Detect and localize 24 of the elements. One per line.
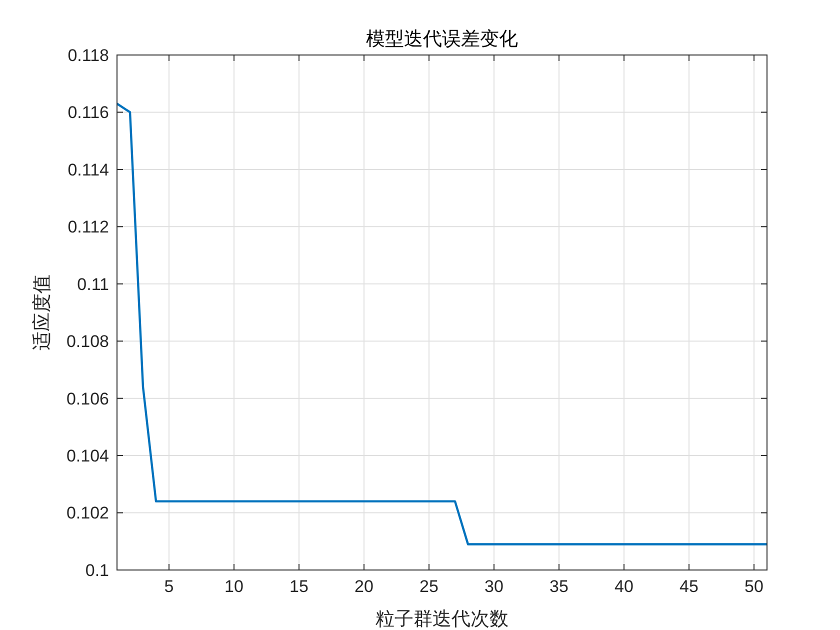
x-tick-label: 35 [550, 577, 568, 596]
x-tick-label: 20 [354, 577, 374, 596]
x-tick-label: 40 [614, 577, 634, 596]
x-tick-label: 15 [290, 577, 308, 596]
x-tick-label: 50 [744, 577, 764, 596]
y-tick-label: 0.118 [68, 46, 109, 65]
x-tick-label: 25 [420, 577, 438, 596]
y-tick-label: 0.11 [77, 274, 109, 294]
y-tick-label: 0.116 [68, 103, 109, 122]
y-axis-title: 适应度值 [31, 274, 53, 350]
x-tick-label: 5 [164, 577, 174, 596]
y-tick-label: 0.102 [66, 504, 109, 523]
y-tick-label: 0.1 [85, 560, 109, 580]
x-tick-label: 30 [484, 577, 504, 596]
y-tick-label: 0.106 [66, 389, 109, 408]
y-tick-label: 0.104 [66, 446, 109, 466]
y-tick-label: 0.114 [68, 160, 109, 180]
line-series [117, 102, 767, 546]
x-tick-label: 10 [224, 577, 244, 596]
x-tick-label: 45 [680, 577, 698, 596]
y-tick-label: 0.108 [66, 332, 109, 352]
y-tick-label: 0.112 [68, 218, 109, 237]
chart-title: 模型迭代误差变化 [366, 28, 518, 50]
x-axis-title: 粒子群迭代次数 [376, 608, 508, 630]
